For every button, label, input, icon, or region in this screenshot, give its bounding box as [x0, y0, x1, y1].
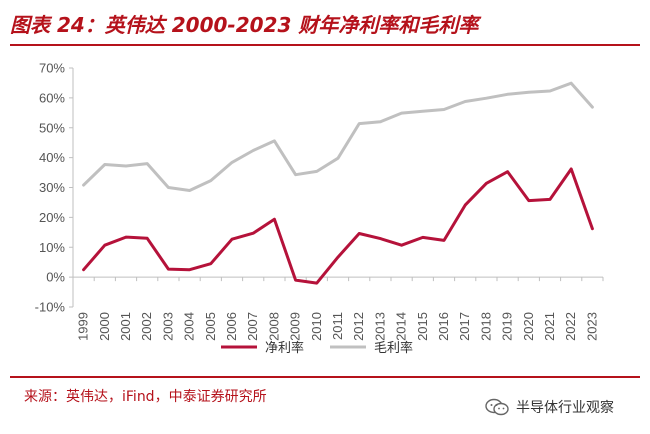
gross-margin-point: [527, 90, 530, 94]
x-tick-label: 2015: [415, 312, 430, 341]
gross-margin-point: [252, 149, 255, 152]
x-tick-label: 2005: [203, 312, 218, 341]
gross-margin-point: [379, 120, 382, 123]
gross-margin-point: [103, 163, 107, 166]
x-tick-label: 2010: [309, 312, 324, 341]
gross-margin-point: [442, 108, 446, 111]
title-divider: [10, 44, 640, 46]
gross-margin-point: [146, 162, 149, 165]
x-tick-label: 2020: [521, 312, 536, 341]
net-margin-point: [252, 232, 255, 235]
x-tick-label: 2007: [245, 312, 260, 341]
gross-margin-point: [358, 122, 361, 125]
legend-gross-margin-label: 毛利率: [374, 340, 413, 356]
x-tick-label: 2012: [351, 312, 366, 341]
x-tick-label: 2021: [542, 312, 557, 341]
x-tick-label: 2011: [330, 312, 345, 340]
gross-margin-point: [464, 100, 467, 103]
net-margin-point: [358, 232, 361, 235]
gross-margin-point: [591, 105, 594, 109]
chart-title: 图表 24：英伟达 2000-2023 财年净利率和毛利率: [10, 13, 479, 37]
gross-margin-point: [124, 164, 128, 168]
net-margin-point: [548, 198, 552, 201]
x-tick-label: 2022: [563, 312, 578, 341]
net-margin-point: [485, 182, 488, 185]
x-tick-label: 2000: [97, 312, 112, 341]
gross-margin-point: [570, 82, 573, 85]
x-tick-label: 2009: [288, 312, 303, 341]
net-margin-point: [442, 239, 446, 242]
y-tick-label: 30%: [39, 180, 65, 195]
y-tick-label: -10%: [35, 300, 66, 315]
x-tick-label: 2002: [139, 312, 154, 341]
gross-margin-point: [294, 173, 297, 176]
y-tick-label: 50%: [39, 120, 65, 135]
watermark: 半导体行业观察: [484, 397, 614, 417]
watermark-text: 半导体行业观察: [516, 400, 614, 416]
net-margin-point: [379, 237, 382, 240]
net-margin-point: [315, 281, 318, 285]
net-margin-line: [82, 167, 594, 285]
net-margin-point: [294, 278, 297, 282]
x-tick-label: 2001: [118, 312, 133, 341]
y-tick-label: 0%: [46, 270, 65, 285]
x-tick-label: 2023: [584, 312, 599, 341]
gross-margin-point: [400, 111, 403, 115]
net-margin-point: [421, 236, 424, 239]
gross-margin-point: [230, 161, 234, 164]
x-tick-label: 1999: [76, 312, 91, 341]
legend-net-margin-label: 净利率: [265, 340, 304, 356]
y-tick-label: 40%: [39, 150, 65, 165]
net-margin-point: [188, 268, 191, 271]
source-note: 来源：英伟达，iFind，中泰证券研究所: [24, 389, 267, 405]
net-margin-point: [273, 217, 276, 221]
net-margin-point: [400, 243, 403, 247]
y-tick-label: 60%: [39, 90, 65, 105]
line-chart: -10% 0% 10% 20% 30% 40% 50% 60% 70% 1999 2000 2001 2…: [35, 61, 604, 356]
x-tick-label: 2006: [224, 312, 239, 341]
x-tick-label: 2016: [436, 312, 451, 341]
x-tick-label: 2004: [182, 312, 197, 341]
gross-margin-point: [209, 179, 212, 182]
net-margin-point: [570, 167, 573, 171]
net-margin-point: [230, 237, 234, 241]
net-margin-point: [167, 267, 170, 271]
net-margin-point: [124, 235, 128, 239]
gross-margin-point: [506, 93, 509, 96]
net-margin-point: [146, 237, 149, 240]
net-margin-point: [82, 268, 85, 271]
net-margin-point: [336, 255, 340, 259]
gross-margin-point: [273, 139, 276, 143]
wechat-icon: [485, 398, 509, 416]
gross-margin-point: [167, 186, 170, 189]
x-tick-label: 2013: [372, 312, 387, 341]
gross-margin-point: [188, 189, 191, 192]
gross-margin-point: [485, 96, 488, 100]
net-margin-point: [209, 262, 212, 265]
x-tick-label: 2019: [500, 312, 515, 341]
gross-margin-point: [315, 170, 318, 173]
x-tick-label: 2003: [160, 312, 175, 341]
x-tick-label: 2018: [478, 312, 493, 341]
gross-margin-point: [548, 89, 552, 93]
net-margin-point: [103, 243, 107, 247]
net-margin-point: [506, 170, 509, 173]
x-tick-label: 2014: [394, 312, 409, 341]
source-divider: [10, 376, 640, 378]
gross-margin-line: [82, 81, 594, 192]
y-tick-label: 70%: [39, 61, 65, 76]
y-tick-label: 20%: [39, 210, 65, 225]
gross-margin-point: [421, 110, 424, 113]
gross-margin-point: [82, 183, 85, 187]
net-margin-point: [527, 199, 530, 202]
net-margin-point: [591, 227, 594, 230]
x-tick-label: 2017: [457, 312, 472, 341]
x-tick-label: 2008: [266, 312, 281, 341]
gross-margin-point: [336, 157, 340, 160]
net-margin-point: [464, 203, 467, 207]
y-tick-label: 10%: [39, 240, 65, 255]
